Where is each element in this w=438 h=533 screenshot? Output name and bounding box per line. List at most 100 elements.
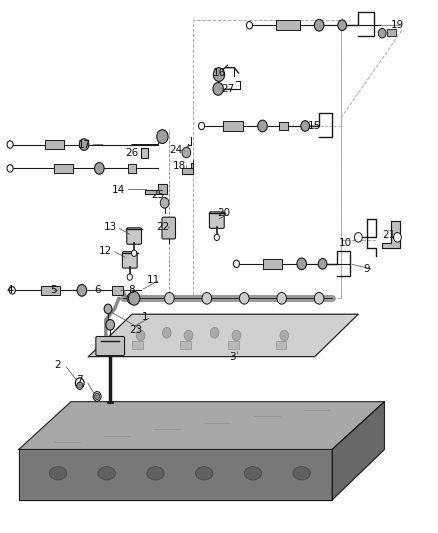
Text: 8: 8 — [129, 285, 135, 295]
Circle shape — [354, 232, 362, 242]
FancyBboxPatch shape — [96, 336, 124, 356]
Bar — [193, 20, 341, 298]
Bar — [180, 341, 191, 349]
Circle shape — [338, 20, 346, 30]
Circle shape — [77, 285, 87, 296]
Polygon shape — [88, 314, 358, 357]
Text: 1: 1 — [142, 312, 148, 322]
Text: 15: 15 — [308, 121, 321, 131]
Bar — [127, 164, 136, 173]
Circle shape — [393, 232, 401, 242]
Ellipse shape — [98, 467, 116, 480]
Text: 10: 10 — [339, 238, 352, 248]
Circle shape — [95, 163, 104, 174]
Bar — [45, 140, 64, 149]
Circle shape — [136, 330, 145, 341]
Circle shape — [277, 293, 286, 304]
Circle shape — [318, 259, 327, 269]
Bar — [41, 286, 60, 295]
Polygon shape — [145, 184, 167, 195]
Circle shape — [79, 139, 89, 150]
Circle shape — [106, 319, 115, 330]
Text: 24: 24 — [169, 145, 182, 155]
Circle shape — [162, 327, 171, 338]
Text: 12: 12 — [99, 246, 113, 256]
Bar — [262, 259, 282, 269]
Text: 27: 27 — [221, 84, 234, 94]
Text: 20: 20 — [217, 208, 230, 219]
Circle shape — [202, 293, 212, 304]
Circle shape — [232, 330, 241, 341]
Circle shape — [301, 120, 310, 131]
Bar — [113, 286, 123, 295]
Circle shape — [378, 28, 386, 38]
Text: 17: 17 — [78, 140, 91, 150]
Text: 19: 19 — [391, 20, 404, 30]
Circle shape — [314, 19, 324, 31]
Circle shape — [233, 260, 240, 268]
Circle shape — [131, 250, 137, 256]
Text: 25: 25 — [152, 190, 165, 200]
Circle shape — [184, 330, 193, 341]
Bar — [228, 341, 239, 349]
Circle shape — [198, 122, 205, 130]
Text: 26: 26 — [125, 148, 138, 158]
Polygon shape — [182, 163, 193, 174]
Bar — [141, 148, 148, 158]
Bar — [223, 121, 243, 131]
Circle shape — [9, 287, 15, 294]
Text: 3: 3 — [229, 352, 235, 361]
Circle shape — [210, 327, 219, 338]
Bar — [279, 122, 288, 130]
Circle shape — [128, 292, 140, 305]
Text: 2: 2 — [55, 360, 61, 369]
Circle shape — [160, 198, 169, 208]
Text: 9: 9 — [364, 264, 370, 274]
Polygon shape — [382, 221, 399, 248]
Circle shape — [247, 21, 253, 29]
Text: 18: 18 — [173, 161, 187, 171]
FancyBboxPatch shape — [122, 252, 137, 268]
Circle shape — [182, 147, 191, 158]
Circle shape — [213, 83, 223, 95]
Circle shape — [127, 293, 137, 304]
Circle shape — [280, 330, 289, 341]
Text: 16: 16 — [212, 68, 226, 78]
Ellipse shape — [147, 467, 164, 480]
Circle shape — [258, 120, 267, 132]
Bar — [276, 341, 286, 349]
FancyBboxPatch shape — [162, 217, 176, 239]
Circle shape — [157, 130, 168, 143]
Ellipse shape — [293, 467, 311, 480]
Ellipse shape — [49, 467, 67, 480]
Circle shape — [93, 392, 101, 401]
Text: 7: 7 — [76, 375, 83, 385]
Text: 13: 13 — [103, 222, 117, 232]
Text: 22: 22 — [156, 222, 169, 232]
FancyBboxPatch shape — [209, 212, 224, 228]
Polygon shape — [19, 402, 385, 449]
Circle shape — [104, 304, 112, 314]
Polygon shape — [332, 402, 385, 500]
Text: 11: 11 — [147, 274, 160, 285]
Circle shape — [213, 68, 225, 82]
Circle shape — [165, 293, 174, 304]
FancyBboxPatch shape — [127, 228, 141, 244]
Circle shape — [77, 382, 83, 390]
Ellipse shape — [195, 467, 213, 480]
Circle shape — [95, 393, 100, 400]
Circle shape — [240, 293, 249, 304]
Ellipse shape — [244, 467, 261, 480]
Text: 23: 23 — [130, 325, 143, 335]
Circle shape — [297, 258, 307, 270]
Circle shape — [314, 293, 324, 304]
Text: 21: 21 — [382, 230, 396, 240]
Text: 5: 5 — [50, 285, 57, 295]
Polygon shape — [19, 449, 332, 500]
Circle shape — [75, 378, 84, 389]
Bar — [387, 29, 396, 36]
Circle shape — [214, 234, 219, 240]
Text: 4: 4 — [7, 285, 14, 295]
Bar — [132, 341, 143, 349]
Circle shape — [7, 165, 13, 172]
